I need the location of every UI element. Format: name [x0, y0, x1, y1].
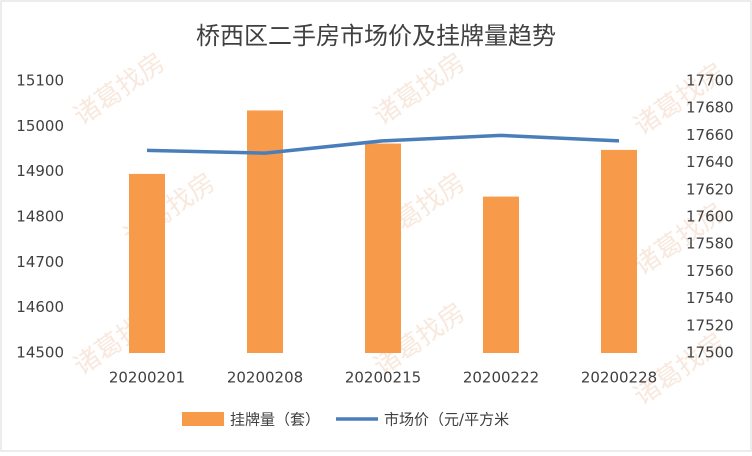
y-tick-label: 15000	[16, 117, 64, 135]
y2-tick-label: 17520	[686, 316, 734, 334]
bar	[365, 143, 401, 353]
y-tick-label: 14600	[16, 298, 64, 316]
y2-tick-label: 17560	[686, 262, 734, 280]
y2-tick-label: 17540	[686, 289, 734, 307]
bar	[601, 149, 637, 353]
y-tick-label: 14500	[16, 344, 64, 362]
y2-tick-label: 17620	[686, 180, 734, 198]
y-tick-label: 14800	[16, 208, 64, 226]
y2-tick-label: 17600	[686, 208, 734, 226]
y-tick-label: 14700	[16, 253, 64, 271]
x-tick-label: 20200208	[227, 369, 303, 387]
x-tick-label: 20200228	[581, 369, 657, 387]
bar	[247, 110, 283, 353]
y2-tick-label: 17500	[686, 344, 734, 362]
bar	[129, 173, 165, 353]
y2-tick-label: 17580	[686, 235, 734, 253]
line	[146, 133, 620, 155]
legend-swatch	[182, 412, 224, 426]
y2-tick-label: 17640	[686, 153, 734, 171]
legend-label: 市场价（元/平方米	[384, 411, 509, 429]
legend-label: 挂牌量（套）	[230, 411, 320, 429]
y-tick-label: 15100	[16, 72, 64, 90]
y2-tick-label: 17660	[686, 126, 734, 144]
x-tick-label: 20200215	[345, 369, 421, 387]
x-tick-label: 20200222	[463, 369, 539, 387]
y-tick-label: 14900	[16, 162, 64, 180]
y2-tick-label: 17700	[686, 72, 734, 90]
bar	[483, 196, 519, 353]
y2-tick-label: 17680	[686, 99, 734, 117]
x-tick-label: 20200201	[109, 369, 185, 387]
chart-title: 桥西区二手房市场价及挂牌量趋势	[196, 22, 556, 50]
